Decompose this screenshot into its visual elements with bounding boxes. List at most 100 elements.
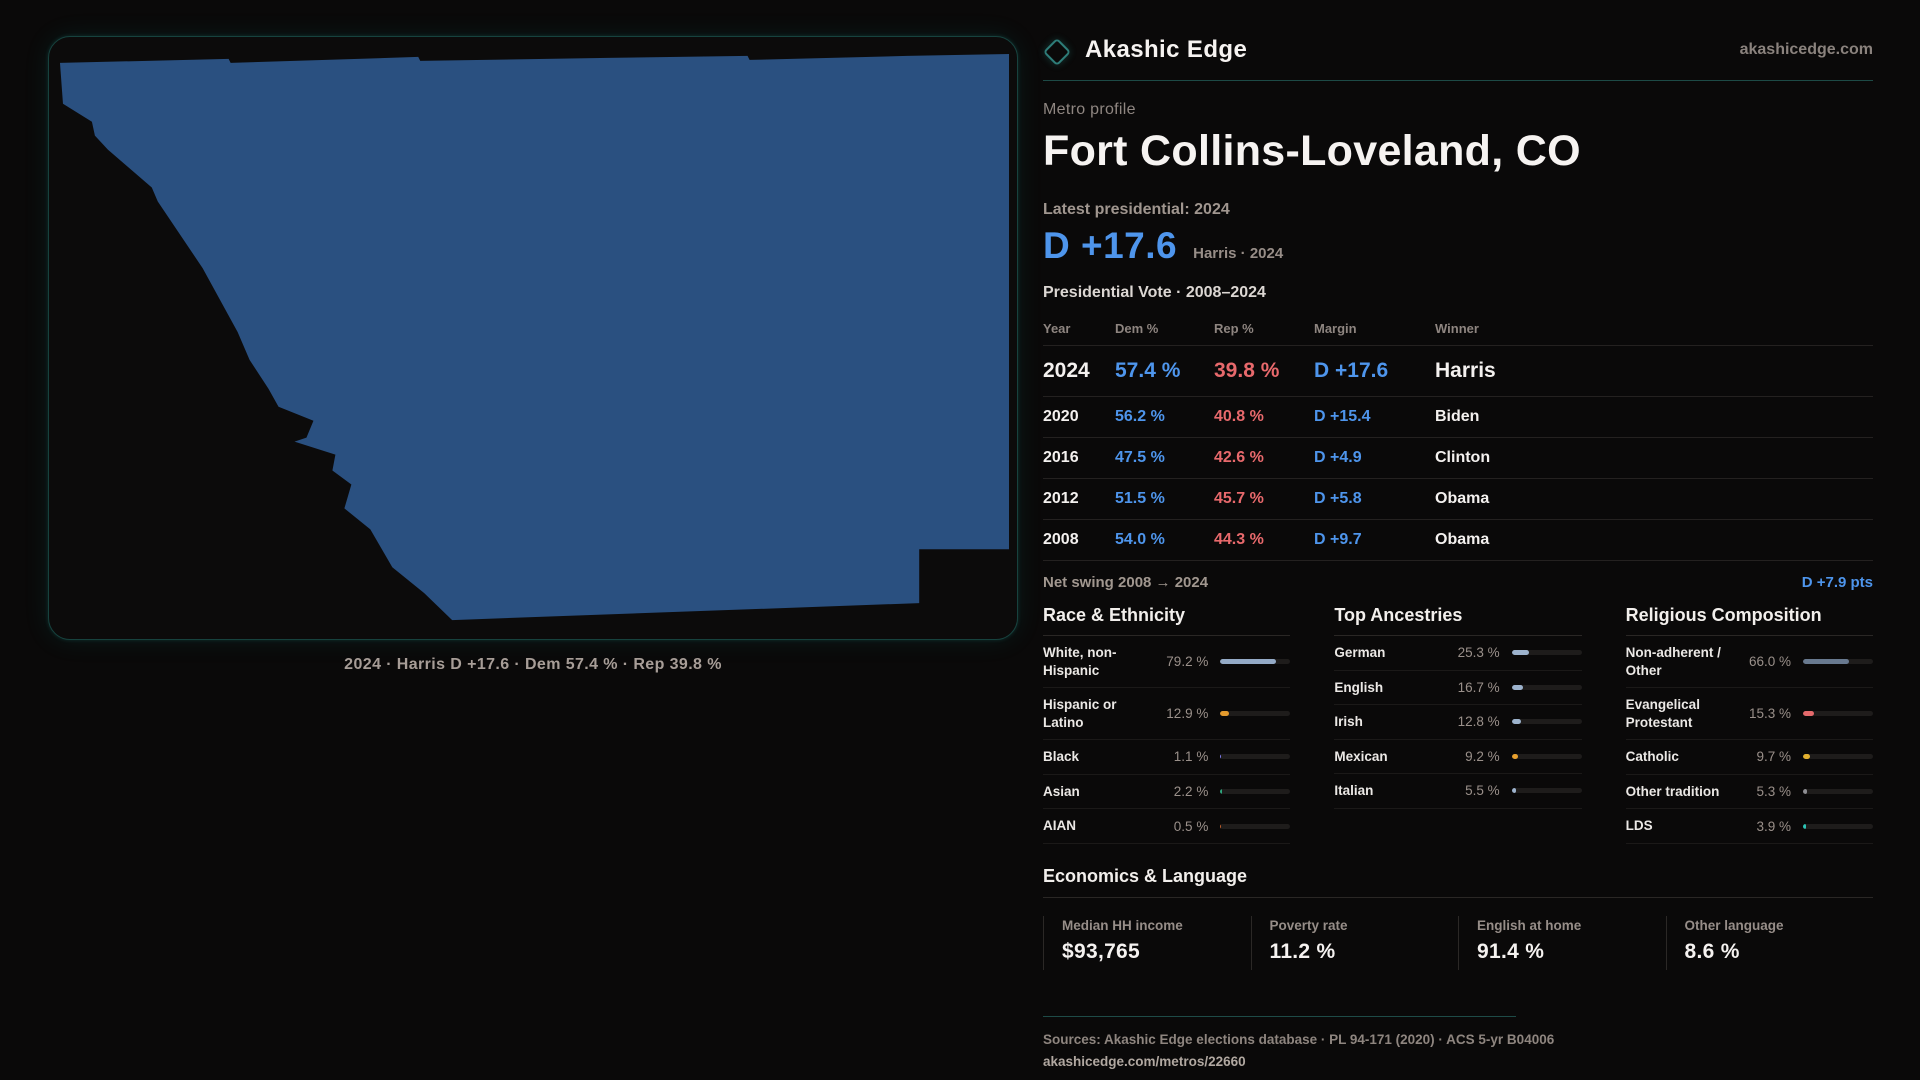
race-label: White, non-Hispanic — [1043, 645, 1117, 678]
cell-dem: 54.0 % — [1115, 531, 1165, 548]
bar-fill — [1220, 754, 1222, 760]
race-label: Hispanic or Latino — [1043, 697, 1117, 730]
county-polygon — [59, 53, 1010, 621]
ancestry-value: 5.5 % — [1465, 783, 1500, 799]
cell-winner: Biden — [1435, 408, 1480, 425]
ancestry-value: 16.7 % — [1457, 679, 1500, 695]
demographic-sections: Race & Ethnicity White, non-Hispanic 79.… — [1043, 605, 1873, 844]
cell-year: 2020 — [1043, 408, 1079, 425]
race-value: 79.2 % — [1166, 654, 1209, 670]
ancestry-label: Irish — [1334, 714, 1363, 730]
headline-margin-value: D +17.6 — [1043, 225, 1178, 266]
cell-margin: D +15.4 — [1314, 408, 1371, 425]
bar-fill — [1220, 659, 1276, 665]
vote-table: Year Dem % Rep % Margin Winner 2024 57.4… — [1043, 317, 1873, 561]
economics-title: Economics & Language — [1043, 866, 1873, 898]
bar-track — [1220, 659, 1291, 665]
stat-label: Other language — [1684, 917, 1784, 933]
cell-rep: 44.3 % — [1214, 531, 1264, 548]
ancestry-label: German — [1334, 645, 1386, 660]
list-item: Black 1.1 % — [1043, 740, 1291, 775]
bar-fill — [1511, 684, 1524, 690]
cell-year: 2024 — [1043, 359, 1090, 382]
religion-label: Non-adherent / Other — [1625, 645, 1721, 678]
sources-text: Sources: Akashic Edge elections database… — [1043, 1031, 1555, 1047]
stat-other-language: Other language 8.6 % — [1665, 915, 1874, 970]
brand-domain-link[interactable]: akashicedge.com — [1739, 41, 1873, 58]
list-item: AIAN 0.5 % — [1043, 809, 1291, 844]
footer-divider — [1043, 1015, 1517, 1017]
race-label: Asian — [1043, 783, 1080, 799]
section-title: Top Ancestries — [1334, 605, 1582, 636]
cell-year: 2016 — [1043, 449, 1079, 466]
diamond-icon — [1042, 37, 1072, 66]
list-item: Italian 5.5 % — [1334, 774, 1582, 809]
religion-value: 66.0 % — [1748, 654, 1791, 670]
county-shape-map — [59, 53, 1010, 621]
religion-value: 9.7 % — [1756, 749, 1791, 765]
cell-winner: Obama — [1435, 490, 1490, 507]
brand-name: Akashic Edge — [1085, 36, 1248, 63]
cell-dem: 51.5 % — [1115, 490, 1165, 507]
religion-label: Catholic — [1625, 749, 1679, 765]
section-religious-composition: Religious Composition Non-adherent / Oth… — [1625, 605, 1873, 844]
race-value: 2.2 % — [1173, 784, 1209, 799]
bar-track — [1802, 789, 1873, 794]
col-rep: Rep % — [1214, 321, 1254, 336]
table-row: 2008 54.0 % 44.3 % D +9.7 Obama — [1043, 520, 1873, 561]
list-item: Irish 12.8 % — [1334, 705, 1582, 740]
ancestry-label: English — [1334, 679, 1384, 695]
permalink[interactable]: akashicedge.com/metros/22660 — [1043, 1053, 1246, 1069]
bar-track — [1220, 754, 1291, 760]
table-row: 2024 57.4 % 39.8 % D +17.6 Harris — [1043, 346, 1873, 397]
cell-dem: 57.4 % — [1115, 359, 1181, 382]
bar-track — [1802, 754, 1873, 760]
race-value: 1.1 % — [1173, 749, 1209, 765]
ancestry-value: 25.3 % — [1457, 645, 1500, 661]
bar-fill — [1511, 788, 1516, 794]
stat-median-hh-income: Median HH income $93,765 — [1043, 915, 1251, 970]
bar-fill — [1511, 719, 1521, 725]
section-title: Race & Ethnicity — [1043, 605, 1291, 636]
col-winner: Winner — [1435, 321, 1479, 336]
bar-track — [1802, 659, 1873, 665]
stat-poverty-rate: Poverty rate 11.2 % — [1250, 915, 1459, 970]
bar-track — [1802, 823, 1873, 829]
page-title: Fort Collins-Loveland, CO — [1043, 127, 1581, 175]
list-item: LDS 3.9 % — [1625, 809, 1873, 844]
bar-fill — [1220, 711, 1230, 717]
headline-margin-row: D +17.6 Harris · 2024 — [1043, 225, 1873, 267]
metro-profile-eyebrow: Metro profile — [1043, 101, 1136, 118]
bar-fill — [1511, 650, 1530, 656]
cell-margin: D +5.8 — [1314, 490, 1362, 507]
cell-rep: 39.8 % — [1214, 359, 1280, 382]
bar-track — [1220, 789, 1291, 794]
cell-rep: 40.8 % — [1214, 408, 1264, 425]
bar-fill — [1511, 753, 1519, 759]
bar-track — [1511, 684, 1582, 690]
net-swing-row: Net swing 2008 → 2024 D +7.9 pts — [1043, 561, 1873, 603]
stat-value: 8.6 % — [1684, 939, 1740, 963]
list-item: Other tradition 5.3 % — [1625, 775, 1873, 810]
list-item: English 16.7 % — [1334, 671, 1582, 706]
section-title: Religious Composition — [1625, 605, 1873, 636]
race-label: Black — [1043, 749, 1080, 765]
stat-english-at-home: English at home 91.4 % — [1458, 915, 1666, 970]
bar-fill — [1802, 659, 1850, 665]
cell-rep: 42.6 % — [1214, 449, 1264, 466]
bar-track — [1220, 823, 1291, 829]
cell-margin: D +4.9 — [1314, 449, 1362, 466]
religion-label: Evangelical Protestant — [1625, 697, 1700, 730]
religion-label: Other tradition — [1625, 783, 1720, 799]
map-column: 2024 · Harris D +17.6 · Dem 57.4 % · Rep… — [48, 36, 1018, 1069]
cell-year: 2012 — [1043, 490, 1079, 507]
religion-value: 15.3 % — [1748, 706, 1791, 722]
bar-fill — [1802, 754, 1810, 760]
cell-dem: 47.5 % — [1115, 449, 1165, 466]
table-row: 2016 47.5 % 42.6 % D +4.9 Clinton — [1043, 438, 1873, 479]
cell-winner: Harris — [1435, 359, 1496, 382]
cell-rep: 45.7 % — [1214, 490, 1264, 507]
list-item: Catholic 9.7 % — [1625, 740, 1873, 775]
cell-year: 2008 — [1043, 531, 1079, 548]
